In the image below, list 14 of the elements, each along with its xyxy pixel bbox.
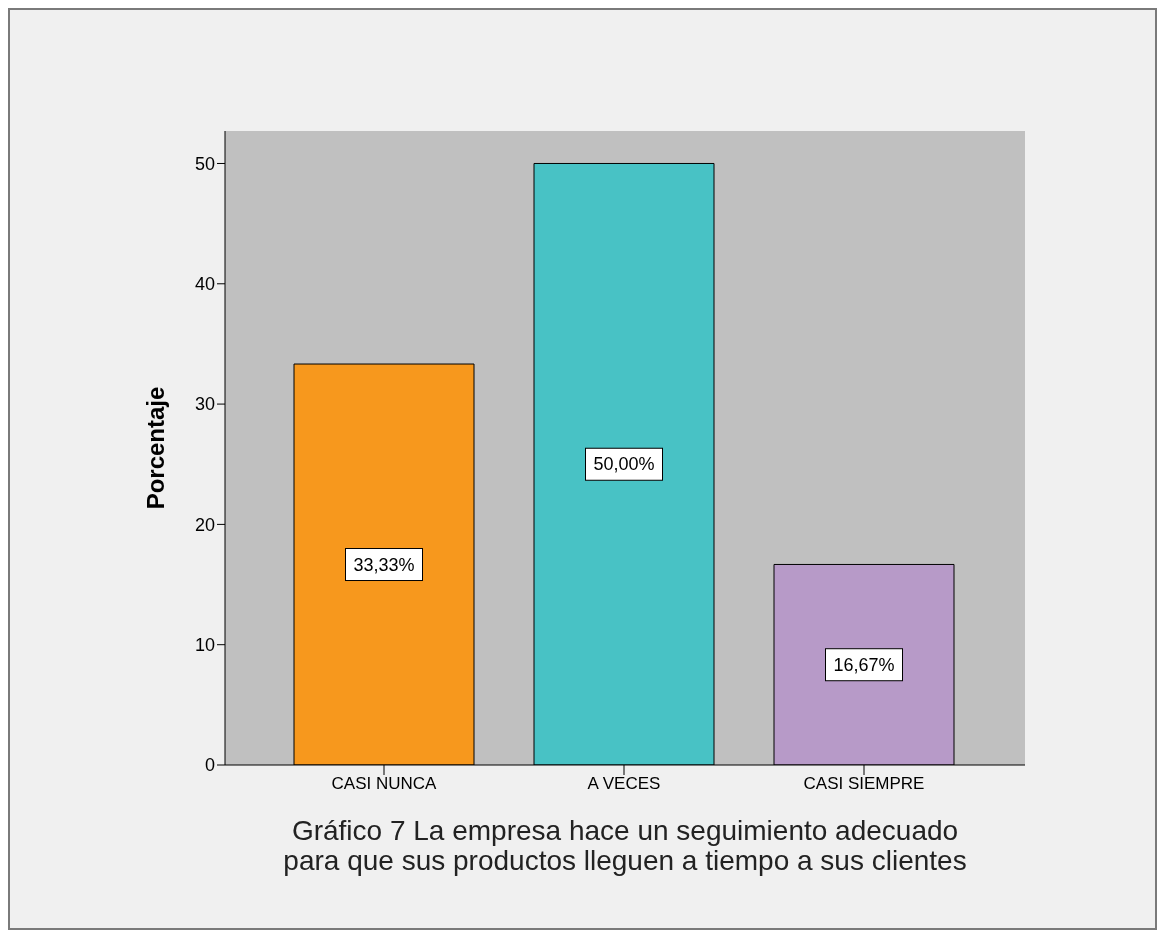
y-tick-label: 30 — [194, 394, 215, 415]
y-tick-label: 0 — [204, 755, 215, 776]
x-tick-label: CASI SIEMPRE — [803, 774, 925, 794]
data-label: 50,00% — [593, 454, 655, 475]
data-label: 16,67% — [833, 654, 895, 675]
y-tick-label: 10 — [194, 635, 215, 656]
y-axis-title: Porcentaje — [141, 386, 169, 510]
x-tick-label: A VECES — [587, 774, 661, 794]
data-label: 33,33% — [353, 554, 415, 575]
x-tick-label: CASI NUNCA — [331, 774, 438, 794]
text: Gráfico 7 La empresa hace un seguimiento adecuado para que sus productos lleguen a tiempo a sus clientes — [282, 815, 968, 876]
y-tick-label: 20 — [194, 514, 215, 535]
y-tick-label: 40 — [194, 274, 215, 295]
y-tick-label: 50 — [194, 153, 215, 174]
